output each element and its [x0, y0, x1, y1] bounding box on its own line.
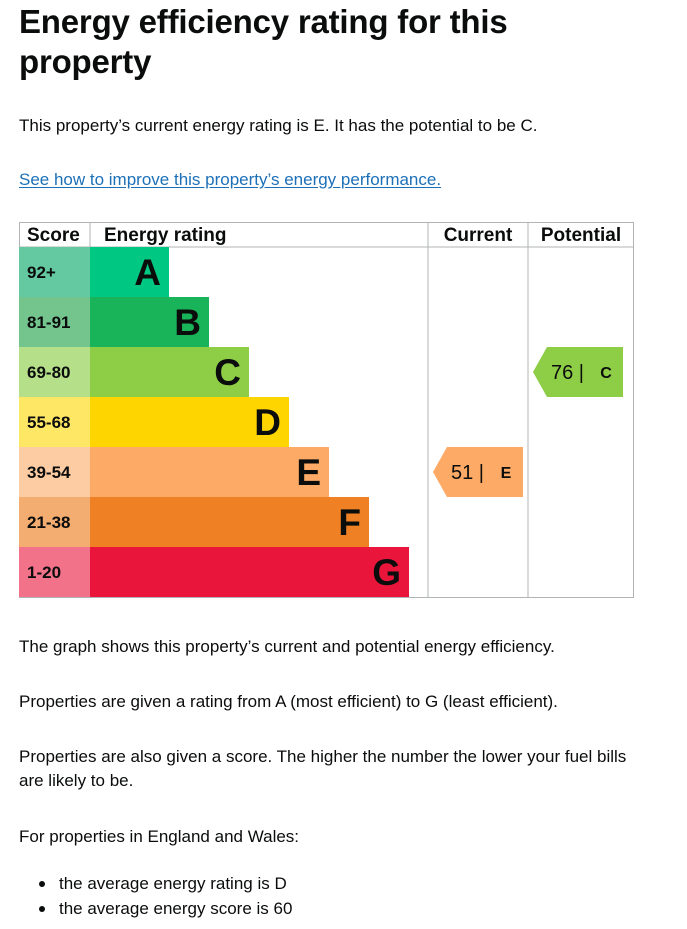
intro-text: This property’s current energy rating is… [19, 116, 538, 135]
improve-energy-link[interactable]: See how to improve this property’s energ… [19, 170, 442, 189]
page-title: Energy efficiency rating for this proper… [19, 3, 508, 80]
explanation-graph: The graph shows this property’s current … [19, 637, 555, 656]
potential-rating-letter-label: C [600, 365, 612, 382]
score-cell [19, 397, 90, 447]
score-range-label: 81-91 [27, 313, 70, 332]
rating-bar [90, 547, 409, 597]
rating-bar [90, 497, 369, 547]
england-wales-label: For properties in England and Wales: [19, 827, 300, 846]
header-current: Current [444, 225, 513, 246]
potential-rating-arrow [533, 347, 623, 397]
rating-bar [90, 297, 209, 347]
rating-bar [90, 447, 329, 497]
rating-bar [90, 397, 289, 447]
epc-chart-svg: Score Energy rating Current Potential 92+ A 81… [19, 222, 634, 598]
score-range-label: 55-68 [27, 413, 70, 432]
rating-letter: E [296, 452, 321, 493]
score-cell [19, 497, 90, 547]
score-cell [19, 347, 90, 397]
current-rating-score-label: 51 | [451, 462, 484, 484]
potential-rating-score-label: 76 | [551, 362, 584, 384]
header-energy-rating: Energy rating [104, 225, 226, 246]
score-range-label: 69-80 [27, 363, 70, 382]
score-range-label: 39-54 [27, 463, 71, 482]
averages-list: the average energy rating is D the avera… [19, 871, 292, 921]
list-item: the average energy score is 60 [19, 896, 292, 921]
header-score: Score [27, 225, 80, 246]
current-rating-arrow [433, 447, 523, 497]
rating-letter: F [338, 502, 361, 543]
score-cell [19, 547, 90, 597]
rating-letter: D [254, 402, 281, 443]
rating-bar [90, 247, 169, 297]
score-cell [19, 247, 90, 297]
score-range-label: 21-38 [27, 513, 70, 532]
rating-letter: A [134, 252, 161, 293]
explanation-rating: Properties are given a rating from A (mo… [19, 692, 558, 711]
improve-link-wrap: See how to improve this property’s energ… [19, 168, 441, 192]
explanation-score: Properties are also given a score. The h… [19, 747, 627, 790]
rating-letter: C [214, 352, 241, 393]
current-rating-letter-label: E [501, 465, 512, 482]
rating-letter: G [372, 552, 401, 593]
score-range-label: 92+ [27, 263, 56, 282]
rating-bar [90, 347, 249, 397]
score-cell [19, 447, 90, 497]
score-range-label: 1-20 [27, 563, 61, 582]
epc-chart: Score Energy rating Current Potential 92+ A 81… [19, 222, 634, 598]
score-cell [19, 297, 90, 347]
list-item: the average energy rating is D [19, 871, 292, 896]
rating-letter: B [174, 302, 201, 343]
header-potential: Potential [541, 225, 621, 246]
